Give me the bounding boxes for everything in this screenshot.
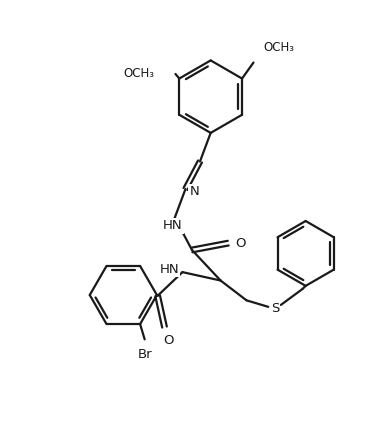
Text: O: O — [235, 236, 246, 250]
Text: OCH₃: OCH₃ — [264, 41, 295, 54]
Text: HN: HN — [163, 219, 183, 233]
Text: N: N — [189, 185, 199, 198]
Text: O: O — [163, 334, 174, 347]
Text: OCH₃: OCH₃ — [124, 67, 155, 81]
Text: S: S — [271, 302, 279, 315]
Text: Br: Br — [138, 348, 153, 362]
Text: HN: HN — [160, 263, 180, 276]
